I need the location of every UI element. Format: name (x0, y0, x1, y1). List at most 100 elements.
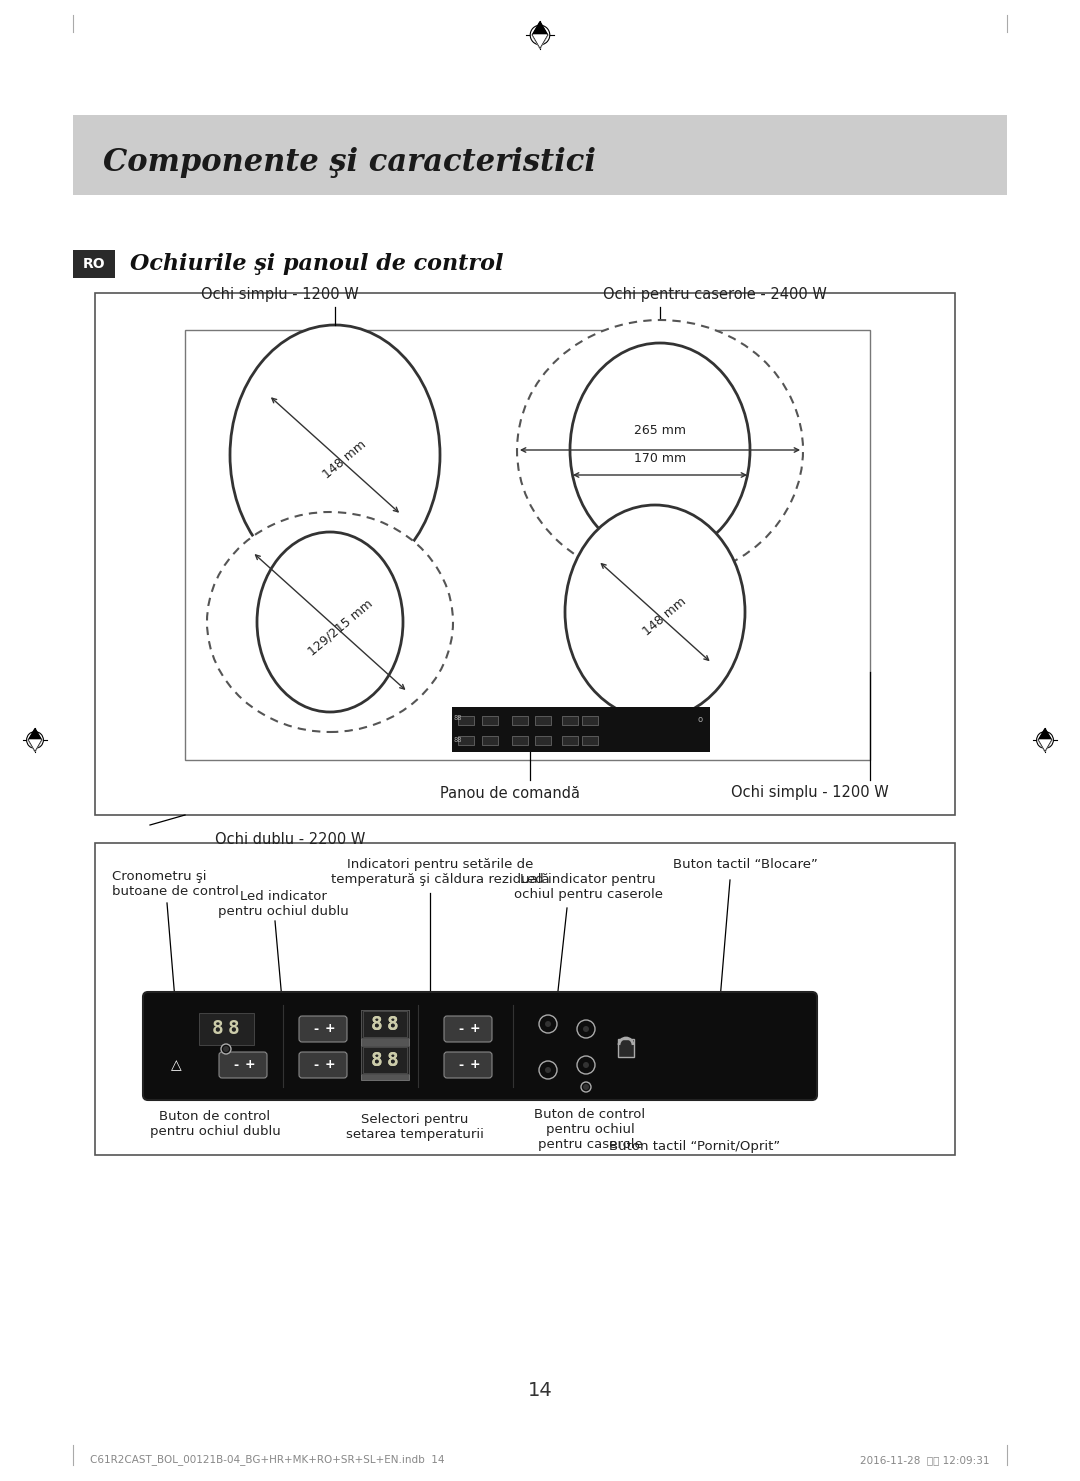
Circle shape (583, 1026, 589, 1032)
Text: 8: 8 (387, 1050, 399, 1069)
Bar (535, 715, 551, 724)
Text: Ochi simplu - 1200 W: Ochi simplu - 1200 W (731, 785, 889, 801)
Text: 88: 88 (454, 738, 462, 743)
Text: Componente şi caracteristici: Componente şi caracteristici (103, 148, 596, 179)
Bar (482, 715, 498, 724)
Text: 148 mm: 148 mm (321, 438, 369, 481)
Text: Ochi pentru caserole - 2400 W: Ochi pentru caserole - 2400 W (603, 286, 827, 302)
Ellipse shape (570, 344, 750, 557)
Text: 8: 8 (372, 1050, 383, 1069)
FancyBboxPatch shape (299, 1052, 347, 1078)
Text: Led indicator
pentru ochiul dublu: Led indicator pentru ochiul dublu (218, 890, 349, 918)
Text: Ochiurile şi panoul de control: Ochiurile şi panoul de control (130, 253, 503, 275)
Text: 148 mm: 148 mm (640, 595, 689, 638)
Text: 14: 14 (528, 1380, 552, 1400)
Bar (512, 715, 528, 724)
Bar (482, 736, 498, 745)
Text: -: - (233, 1059, 239, 1071)
Text: 8: 8 (387, 1050, 399, 1069)
Text: Buton de control
pentru ochiul
pentru caserole: Buton de control pentru ochiul pentru ca… (535, 1108, 646, 1151)
Text: +: + (470, 1059, 481, 1071)
Bar (363, 1047, 407, 1074)
Text: Selectori pentru
setarea temperaturii: Selectori pentru setarea temperaturii (346, 1114, 484, 1140)
Bar (458, 715, 474, 724)
Circle shape (583, 1084, 589, 1090)
Ellipse shape (565, 505, 745, 718)
Polygon shape (1038, 740, 1052, 751)
Text: Ochi dublu - 2200 W: Ochi dublu - 2200 W (215, 832, 365, 847)
Text: +: + (470, 1022, 481, 1035)
Text: Cronometru şi
butoane de control: Cronometru şi butoane de control (111, 869, 239, 897)
Text: -: - (458, 1022, 463, 1035)
Polygon shape (28, 729, 42, 751)
Polygon shape (1038, 729, 1052, 751)
Text: 265 mm: 265 mm (634, 424, 686, 437)
Text: Led indicator pentru
ochiul pentru caserole: Led indicator pentru ochiul pentru caser… (513, 872, 662, 900)
Text: -: - (458, 1059, 463, 1071)
FancyBboxPatch shape (219, 1052, 267, 1078)
Circle shape (222, 1046, 229, 1052)
Text: +: + (325, 1022, 335, 1035)
Circle shape (577, 1020, 595, 1038)
Circle shape (539, 1014, 557, 1034)
Text: 8: 8 (212, 1019, 224, 1038)
Bar (185, 330, 870, 760)
FancyBboxPatch shape (444, 1016, 492, 1043)
Bar (453, 706, 710, 752)
Text: 129/215 mm: 129/215 mm (306, 597, 375, 658)
Text: Buton de control
pentru ochiul dublu: Buton de control pentru ochiul dublu (150, 1109, 281, 1137)
Text: o: o (698, 715, 703, 724)
Circle shape (539, 1060, 557, 1080)
Text: △: △ (171, 1057, 181, 1072)
Bar (582, 736, 598, 745)
Bar (562, 715, 578, 724)
Text: 8: 8 (372, 1014, 383, 1034)
Bar (199, 1013, 254, 1046)
Bar (73, 116, 1007, 195)
Bar (562, 736, 578, 745)
Bar (73, 250, 114, 278)
FancyBboxPatch shape (444, 1052, 492, 1078)
Text: Buton tactil “Pornit/Oprit”: Buton tactil “Pornit/Oprit” (609, 1140, 781, 1154)
Ellipse shape (257, 532, 403, 712)
Circle shape (545, 1020, 551, 1026)
Circle shape (27, 732, 43, 748)
Text: +: + (245, 1059, 255, 1071)
Bar (361, 1010, 409, 1038)
Bar (618, 1040, 634, 1057)
Text: 8: 8 (387, 1014, 399, 1034)
Circle shape (221, 1044, 231, 1054)
Text: 8: 8 (228, 1019, 240, 1038)
Bar (95, 843, 955, 1155)
FancyBboxPatch shape (299, 1016, 347, 1043)
Text: 8: 8 (372, 1014, 383, 1034)
Text: Indicatori pentru setările de
temperatură şi căldura reziduală: Indicatori pentru setările de temperatur… (330, 857, 550, 886)
Polygon shape (532, 36, 548, 49)
Circle shape (577, 1056, 595, 1074)
Circle shape (581, 1083, 591, 1091)
Ellipse shape (517, 320, 804, 581)
Text: 170 mm: 170 mm (634, 452, 686, 465)
Bar (535, 736, 551, 745)
Text: Panou de comandă: Panou de comandă (440, 785, 580, 801)
Text: Buton tactil “Blocare”: Buton tactil “Blocare” (673, 857, 818, 871)
Circle shape (545, 1066, 551, 1074)
Text: 8: 8 (372, 1050, 383, 1069)
Bar (512, 736, 528, 745)
Text: RO: RO (83, 258, 106, 271)
Text: +: + (325, 1059, 335, 1071)
Bar (361, 1046, 409, 1074)
FancyBboxPatch shape (143, 992, 816, 1100)
Text: Ochi simplu - 1200 W: Ochi simplu - 1200 W (201, 286, 359, 302)
Bar (363, 1012, 407, 1037)
Text: 88: 88 (454, 715, 462, 721)
Text: 2016-11-28  오후 12:09:31: 2016-11-28 오후 12:09:31 (861, 1454, 990, 1465)
Ellipse shape (207, 512, 453, 732)
Bar (458, 736, 474, 745)
Ellipse shape (230, 324, 440, 585)
Bar (361, 1010, 409, 1080)
Circle shape (530, 25, 550, 44)
Bar (582, 715, 598, 724)
Text: C61R2CAST_BOL_00121B-04_BG+HR+MK+RO+SR+SL+EN.indb  14: C61R2CAST_BOL_00121B-04_BG+HR+MK+RO+SR+S… (90, 1454, 445, 1466)
Text: -: - (313, 1059, 319, 1071)
